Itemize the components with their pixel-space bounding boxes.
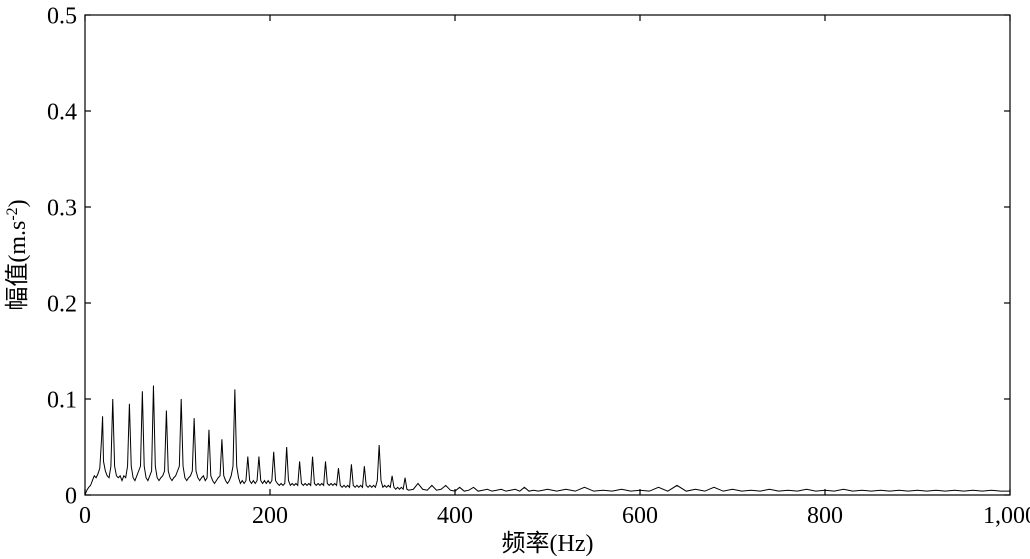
y-tick-label: 0.2 xyxy=(47,291,77,317)
x-tick-label: 600 xyxy=(622,503,658,529)
x-tick-label: 0 xyxy=(79,503,91,529)
x-tick-label: 800 xyxy=(807,503,843,529)
x-tick-label: 400 xyxy=(437,503,473,529)
y-tick-label: 0.1 xyxy=(47,387,77,413)
y-tick-label: 0.4 xyxy=(47,99,77,125)
spectrum-line xyxy=(85,386,1010,495)
plot-box xyxy=(85,15,1010,495)
y-tick-label: 0 xyxy=(65,483,77,509)
y-tick-label: 0.5 xyxy=(47,3,77,29)
y-axis-label: 幅值(m.s-2) xyxy=(4,199,32,310)
x-tick-label: 1,000 xyxy=(983,503,1030,529)
x-tick-label: 200 xyxy=(252,503,288,529)
x-axis-label: 频率(Hz) xyxy=(502,530,594,557)
spectrum-chart: 0 200 400 600 800 1,000 0 0.1 0.2 0.3 0.4 0.5 频率(Hz)… xyxy=(0,0,1030,559)
chart-canvas: 0 200 400 600 800 1,000 0 0.1 0.2 0.3 0.4 0.5 频率(Hz)… xyxy=(0,0,1030,559)
y-tick-label: 0.3 xyxy=(47,195,77,221)
